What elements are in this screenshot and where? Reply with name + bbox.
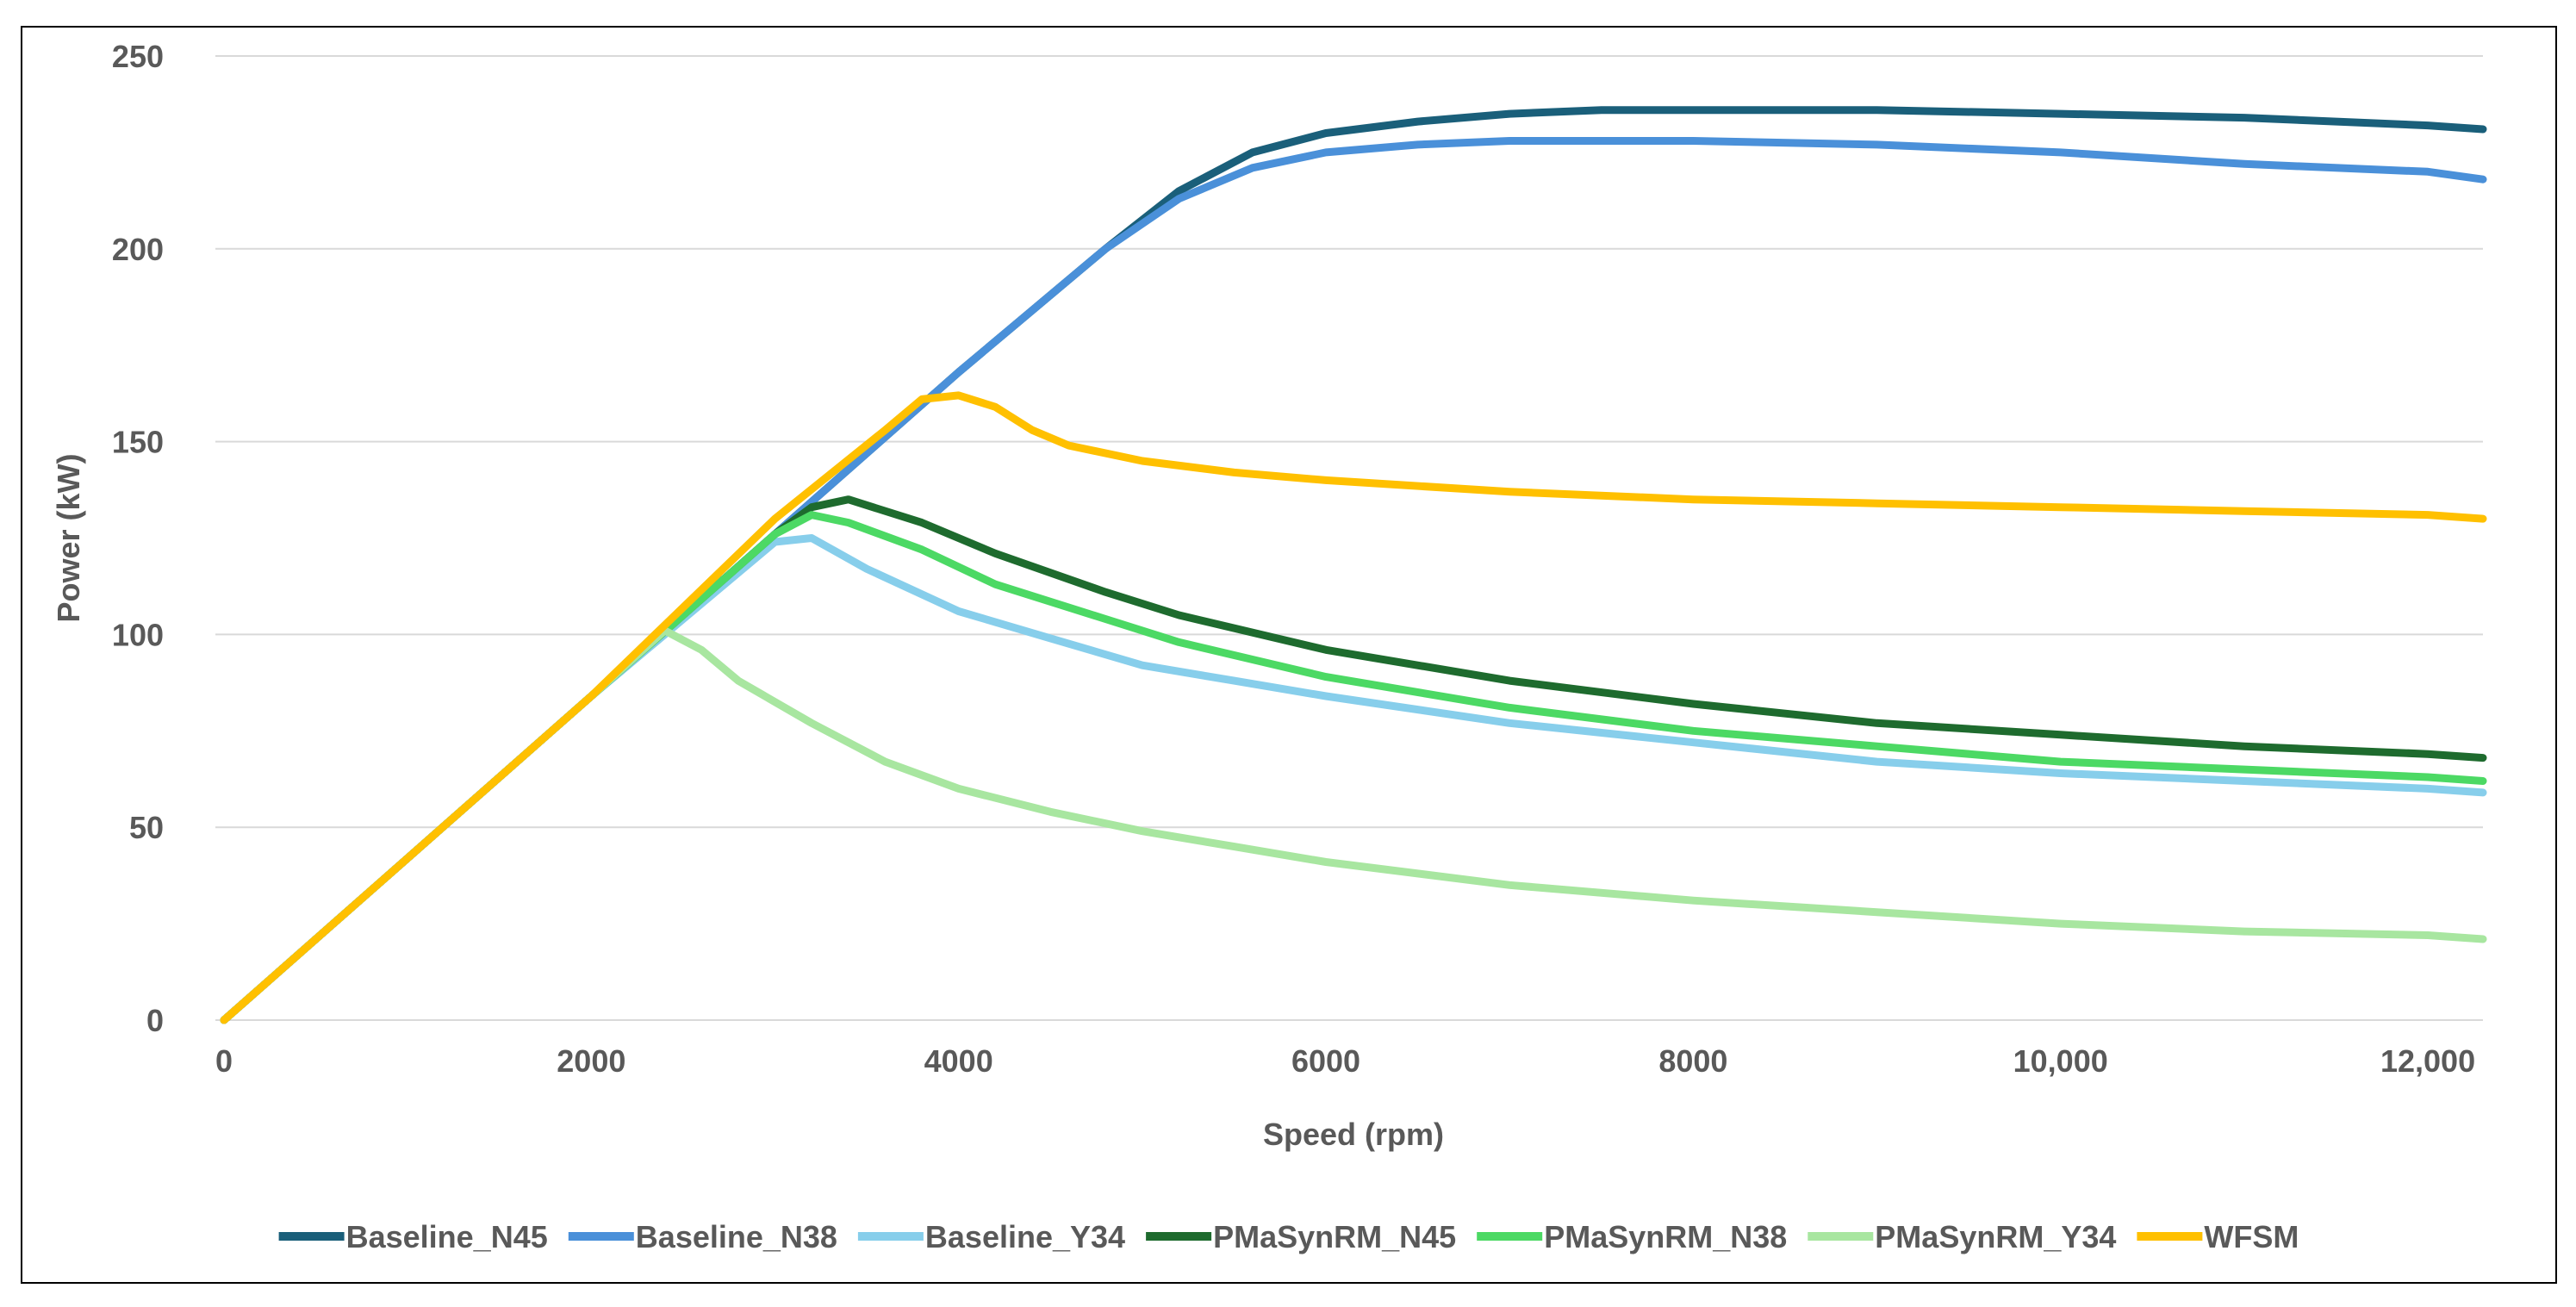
legend-item-pmasynrm-y34: PMaSynRM_Y34 [1808, 1219, 2116, 1254]
series-line-baseline-y34 [220, 534, 2487, 1024]
y-tick-label: 0 [146, 1003, 164, 1038]
series-line-wfsm [220, 391, 2487, 1024]
series-lines [220, 106, 2487, 1024]
y-tick-label: 150 [112, 425, 164, 460]
gridlines [215, 55, 2483, 829]
y-tick-label: 100 [112, 617, 164, 652]
y-tick-label: 50 [129, 810, 164, 845]
legend-label: PMaSynRM_Y34 [1875, 1219, 2116, 1254]
legend-item-pmasynrm-n38: PMaSynRM_N38 [1477, 1219, 1787, 1254]
legend-label: Baseline_Y34 [925, 1219, 1125, 1254]
x-tick-label: 12,000 [2380, 1043, 2475, 1079]
legend-label: PMaSynRM_N45 [1213, 1219, 1456, 1254]
y-tick-label: 250 [112, 39, 164, 74]
legend-item-baseline-n45: Baseline_N45 [278, 1219, 548, 1254]
legend-label: Baseline_N38 [636, 1219, 837, 1254]
x-tick-label: 0 [215, 1043, 233, 1079]
y-tick-label: 200 [112, 232, 164, 267]
x-tick-label: 8000 [1658, 1043, 1727, 1079]
legend-item-baseline-y34: Baseline_Y34 [857, 1219, 1125, 1254]
legend-label: Baseline_N45 [346, 1219, 548, 1254]
x-tick-label: 4000 [924, 1043, 993, 1079]
x-tick-label: 2000 [557, 1043, 625, 1079]
legend-item-wfsm: WFSM [2137, 1219, 2299, 1254]
chart-frame: 0 50 100 150 200 250 0 2000 4000 6000 8000 10,000 1… [21, 26, 2557, 1284]
x-tick-label: 10,000 [2013, 1043, 2108, 1079]
x-axis-title: Speed (rpm) [1263, 1117, 1444, 1152]
y-axis-title: Power (kW) [51, 453, 86, 622]
y-axis-ticks: 0 50 100 150 200 250 [112, 39, 164, 1038]
legend-label: PMaSynRM_N38 [1544, 1219, 1787, 1254]
series-line-baseline-n38 [220, 137, 2487, 1024]
x-tick-label: 6000 [1291, 1043, 1360, 1079]
line-chart: 0 50 100 150 200 250 0 2000 4000 6000 8000 10,000 1… [51, 39, 2487, 1254]
legend-label: WFSM [2204, 1219, 2299, 1254]
legend-item-baseline-n38: Baseline_N38 [568, 1219, 837, 1254]
series-line-pmasynrm-n38 [220, 511, 2487, 1024]
series-line-pmasynrm-y34 [220, 626, 2487, 1024]
legend-item-pmasynrm-n45: PMaSynRM_N45 [1146, 1219, 1456, 1254]
series-line-baseline-n45 [220, 106, 2487, 1024]
legend: Baseline_N45 Baseline_N38 Baseline_Y34 PMaS… [278, 1219, 2299, 1254]
x-axis-ticks: 0 2000 4000 6000 8000 10,000 12,000 [215, 1043, 2475, 1079]
series-line-pmasynrm-n45 [220, 495, 2487, 1024]
